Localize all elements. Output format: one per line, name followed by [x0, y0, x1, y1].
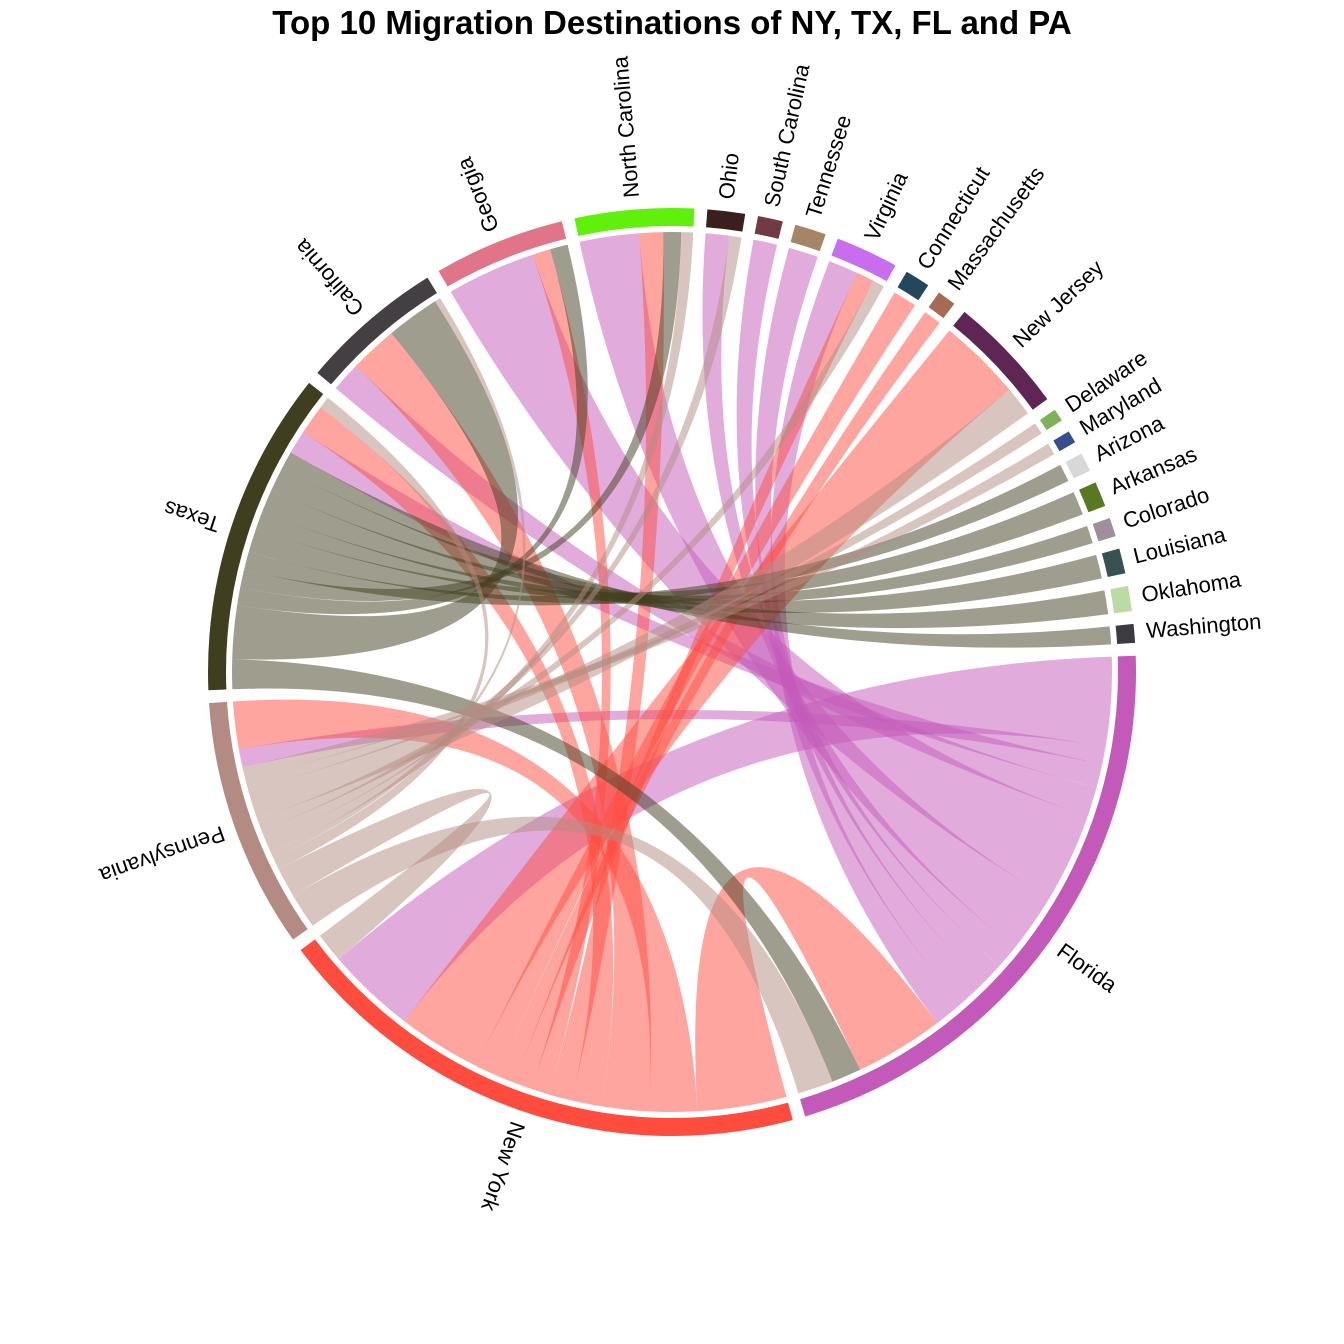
sector-washington: [1115, 623, 1136, 644]
sector-new-york: [300, 939, 793, 1136]
sector-florida: [800, 655, 1136, 1117]
label-south-carolina: South Carolina: [759, 61, 814, 209]
chord-new-york-to-california: [355, 333, 651, 1112]
chord-pennsylvania-to-florida: [292, 816, 833, 1094]
sector-georgia: [438, 221, 567, 287]
sector-pennsylvania: [209, 701, 308, 940]
chord-new-york-to-massachusetts: [497, 312, 940, 1083]
chart-title: Top 10 Migration Destinations of NY, TX,…: [272, 4, 1072, 41]
chord-new-york-to-connecticut: [475, 292, 916, 1076]
chord-new-york-to-virginia: [514, 272, 874, 1089]
sector-maryland: [1053, 431, 1076, 452]
chord-texas-to-arkansas: [248, 492, 1083, 604]
chord-new-york-to-north-carolina: [548, 232, 664, 1101]
chord-pennsylvania-to-new-jersey: [248, 389, 1028, 820]
label-texas: Texas: [161, 496, 223, 538]
sector-arkansas: [1079, 482, 1106, 513]
sector-arizona: [1065, 453, 1091, 479]
label-ohio: Ohio: [714, 151, 744, 200]
label-louisiana: Louisiana: [1131, 521, 1229, 568]
sector-virginia: [831, 238, 896, 282]
sector-california: [317, 277, 437, 385]
chord-new-york-to-florida: [695, 867, 938, 1112]
sector-oklahoma: [1110, 585, 1132, 614]
sector-north-carolina: [574, 207, 695, 236]
sector-texas: [208, 382, 324, 691]
chord-texas-to-california: [232, 301, 518, 660]
sector-tennessee: [790, 224, 826, 252]
label-virginia: Virginia: [859, 167, 913, 244]
label-florida: Florida: [1052, 938, 1122, 998]
label-oklahoma: Oklahoma: [1140, 567, 1244, 608]
sector-connecticut: [897, 271, 929, 301]
sector-ohio: [706, 209, 746, 232]
label-california: California: [289, 234, 369, 321]
chord-florida-to-texas: [290, 431, 1103, 788]
sector-louisiana: [1101, 548, 1126, 578]
chord-texas-to-arizona: [244, 464, 1069, 606]
label-north-carolina: North Carolina: [607, 55, 644, 199]
sector-south-carolina: [754, 216, 783, 239]
chord-sectors: [208, 207, 1136, 1136]
chord-florida-to-california: [335, 365, 1097, 817]
chord-texas-to-oklahoma: [271, 468, 1109, 629]
chord-pennsylvania-to-new-york: [278, 788, 492, 960]
label-washington: Washington: [1145, 609, 1262, 644]
label-pennsylvania: Pennsylvania: [96, 821, 228, 889]
chord-florida-to-georgia: [450, 254, 1088, 899]
chord-florida-to-north-carolina: [579, 233, 1050, 948]
sector-new-jersey: [953, 311, 1048, 410]
chord-florida-to-south-carolina: [736, 239, 1000, 984]
label-new-york: New York: [476, 1118, 530, 1215]
chord-texas-to-colorado: [255, 512, 1093, 605]
chord-texas-to-florida: [232, 659, 861, 1082]
sector-massachusetts: [928, 292, 955, 319]
chord-florida-to-new-york: [338, 656, 1112, 1022]
label-georgia: Georgia: [451, 153, 504, 236]
sector-delaware: [1039, 409, 1062, 431]
label-new-jersey: New Jersey: [1008, 255, 1109, 352]
label-tennessee: Tennessee: [801, 112, 857, 221]
chord-links: [232, 232, 1112, 1112]
sector-colorado: [1092, 518, 1116, 542]
chord-florida-to-tennessee: [755, 247, 983, 1005]
